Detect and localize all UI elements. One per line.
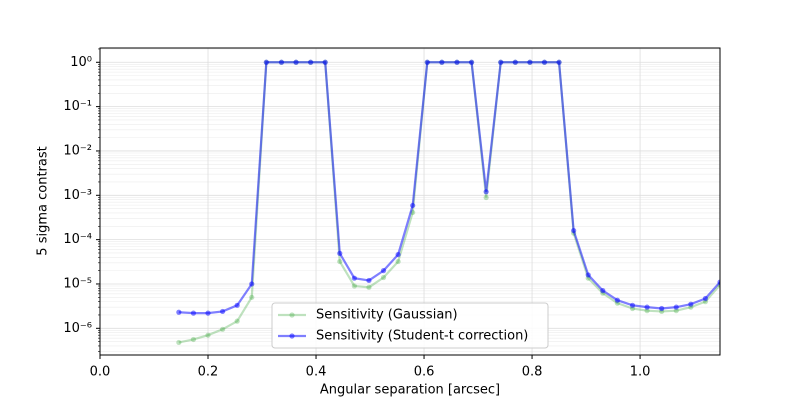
marker — [337, 258, 343, 265]
marker — [483, 189, 489, 195]
marker — [366, 277, 372, 284]
marker — [512, 59, 518, 65]
marker — [541, 59, 548, 65]
marker — [219, 308, 226, 315]
marker — [395, 258, 401, 265]
marker — [351, 275, 357, 281]
series — [176, 59, 720, 316]
x-tick-label: 0.0 — [90, 365, 111, 380]
marker — [571, 227, 577, 234]
marker — [424, 59, 430, 65]
marker — [366, 284, 372, 290]
marker — [278, 59, 285, 65]
marker — [644, 304, 650, 310]
marker — [249, 294, 255, 300]
marker — [468, 59, 475, 65]
marker — [439, 59, 445, 65]
marker — [498, 59, 504, 65]
legend-marker — [289, 312, 295, 318]
marker — [673, 304, 679, 310]
marker — [380, 274, 387, 281]
marker — [688, 301, 694, 307]
marker — [527, 59, 533, 65]
marker — [308, 59, 314, 65]
marker — [176, 339, 182, 346]
marker — [380, 268, 387, 274]
marker — [293, 59, 299, 65]
x-tick-label: 0.6 — [414, 365, 435, 380]
y-tick-label: 10⁻³ — [63, 188, 92, 203]
x-tick-label: 0.2 — [198, 365, 219, 380]
marker — [556, 59, 562, 65]
y-axis-label: 5 sigma contrast — [36, 146, 51, 255]
marker — [717, 279, 720, 285]
y-tick-label: 10⁻⁵ — [63, 276, 92, 291]
legend: Sensitivity (Gaussian) Sensitivity (Stude… — [271, 302, 549, 349]
marker — [249, 281, 255, 287]
marker — [190, 310, 197, 316]
y-tick-label: 10⁻⁶ — [63, 321, 92, 336]
marker — [176, 309, 182, 315]
y-tick-label: 10⁻⁴ — [63, 232, 92, 247]
y-tick-label: 10⁰ — [70, 55, 92, 70]
marker — [190, 336, 197, 343]
marker — [263, 59, 269, 65]
marker — [410, 202, 416, 209]
x-tick-label: 0.4 — [306, 365, 327, 380]
marker — [585, 272, 591, 278]
marker — [395, 251, 401, 258]
y-tick-label: 10⁻¹ — [63, 99, 92, 114]
marker — [322, 59, 328, 65]
marker — [337, 250, 343, 256]
legend-marker — [289, 333, 295, 339]
marker — [600, 287, 606, 294]
marker — [351, 283, 357, 289]
x-tick-label: 0.8 — [522, 365, 543, 380]
marker — [483, 194, 489, 201]
marker — [659, 305, 665, 312]
legend-box — [271, 302, 549, 349]
marker — [205, 310, 211, 316]
legend-label: Sensitivity (Student-t correction) — [316, 329, 528, 344]
marker — [234, 318, 240, 324]
marker — [205, 332, 211, 338]
x-tick-label: 1.0 — [630, 365, 651, 380]
legend-label: Sensitivity (Gaussian) — [316, 308, 458, 323]
marker — [614, 297, 620, 303]
x-axis-label: Angular separation [arcsec] — [320, 383, 500, 398]
marker — [454, 59, 460, 65]
marker — [234, 302, 240, 308]
plot-frame — [99, 47, 721, 356]
marker — [219, 326, 226, 332]
marker — [702, 295, 709, 302]
line — [178, 61, 720, 315]
marker — [629, 302, 636, 308]
y-tick-label: 10⁻² — [63, 143, 92, 158]
